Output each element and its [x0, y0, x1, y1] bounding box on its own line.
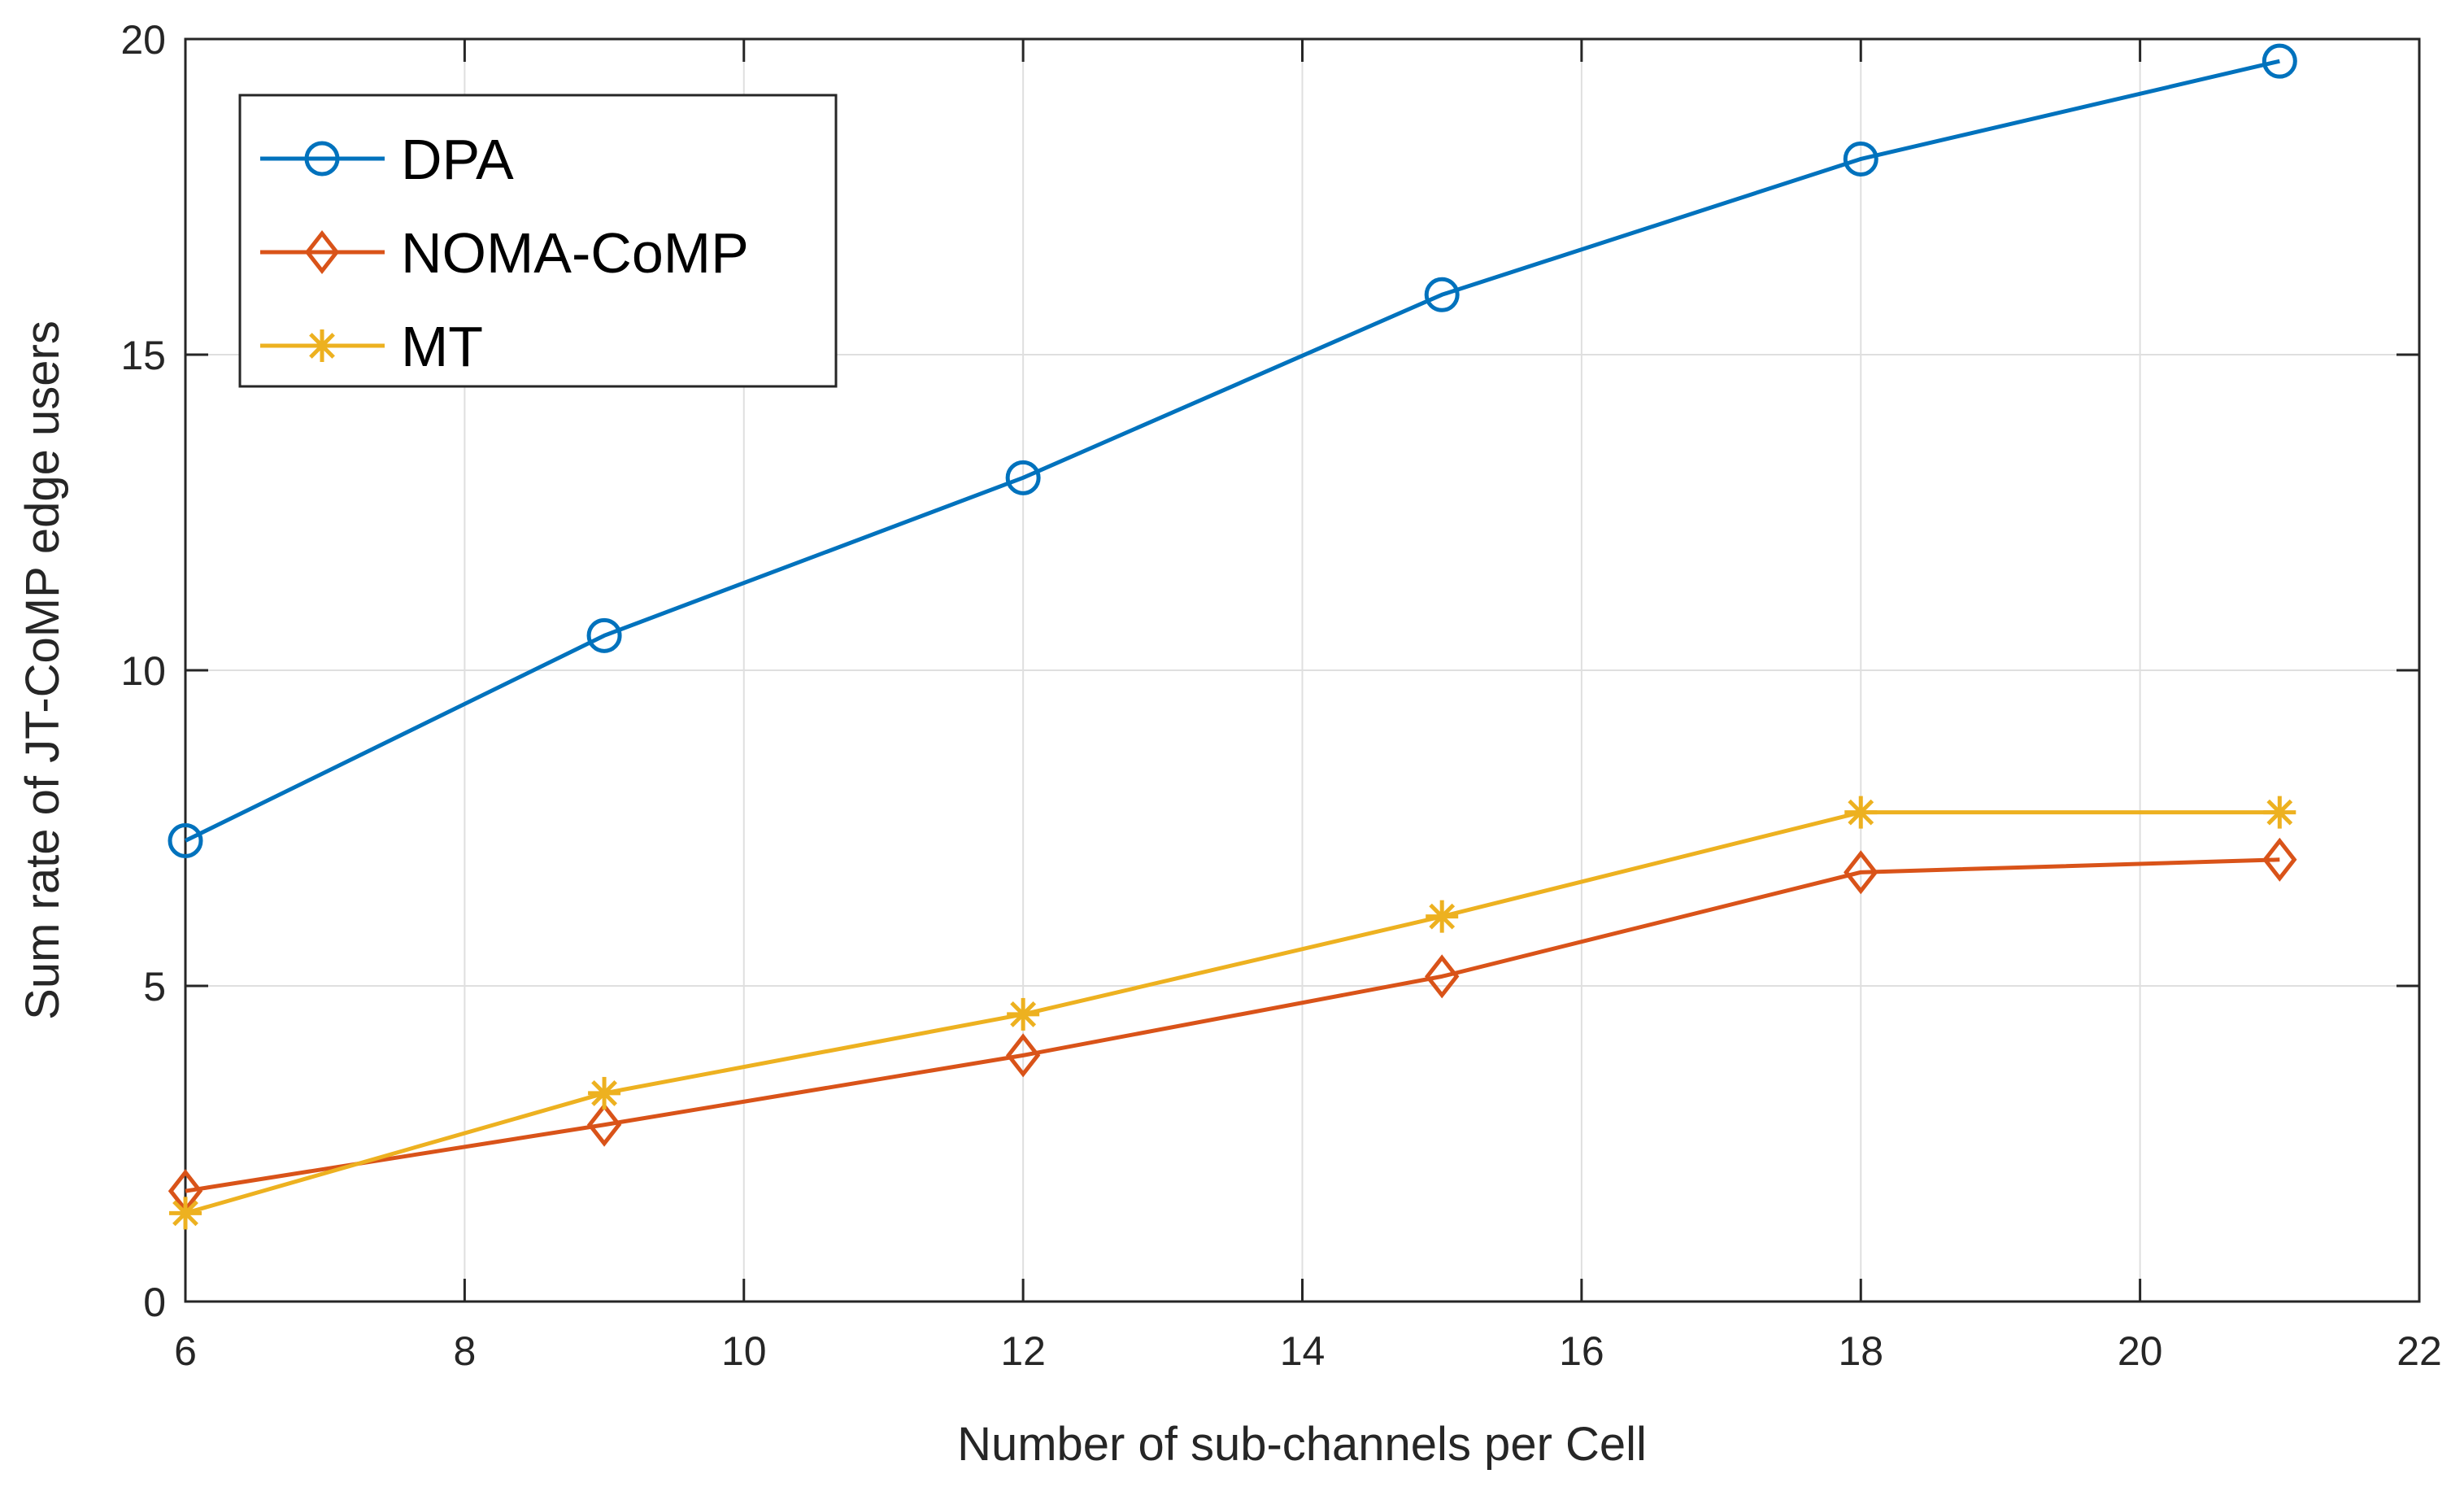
- y-tick-label: 20: [120, 17, 166, 63]
- legend-box: [238, 94, 838, 388]
- data-point-dpa: [1424, 277, 1460, 312]
- legend-label-dpa: DPA: [401, 128, 514, 191]
- asterisk-stroke: [1848, 799, 1874, 826]
- x-tick-label: 6: [174, 1328, 197, 1374]
- x-axis-label: Number of sub-channels per Cell: [957, 1418, 1647, 1471]
- x-tick-label: 22: [2397, 1328, 2442, 1374]
- asterisk-stroke: [591, 1080, 617, 1106]
- y-tick-label: 10: [120, 648, 166, 694]
- y-axis-label: Sum rate of JT-CoMP edge users: [16, 320, 69, 1020]
- data-series: [168, 43, 2297, 1230]
- data-point-noma-comp: [1425, 954, 1460, 999]
- x-tick-label: 16: [1559, 1328, 1604, 1374]
- data-point-noma-comp: [1005, 1033, 1041, 1078]
- data-point-dpa: [2262, 43, 2297, 79]
- series-line-noma-comp: [185, 857, 2280, 1193]
- legend-label-noma-comp: NOMA-CoMP: [401, 221, 749, 285]
- asterisk-stroke: [309, 333, 335, 359]
- legend-marker-dpa: [304, 141, 340, 177]
- asterisk-stroke: [1429, 903, 1456, 930]
- series-noma-comp: [168, 837, 2297, 1214]
- series-dpa: [168, 43, 2297, 859]
- data-point-noma-comp: [1844, 850, 1878, 895]
- y-tick-label: 0: [143, 1280, 166, 1325]
- series-line-mt: [185, 810, 2280, 1215]
- data-point-mt: [1007, 997, 1040, 1031]
- data-point-noma-comp: [586, 1102, 622, 1147]
- legend-marker-noma-comp: [304, 229, 340, 275]
- asterisk-stroke: [172, 1200, 198, 1227]
- data-point-mt: [1426, 900, 1459, 933]
- data-point-dpa: [168, 823, 203, 859]
- x-tick-label: 12: [1000, 1328, 1046, 1374]
- data-point-dpa: [1005, 460, 1041, 495]
- x-tick-label: 18: [1838, 1328, 1883, 1374]
- x-tick-label: 20: [2118, 1328, 2163, 1374]
- x-tick-label: 10: [721, 1328, 767, 1374]
- data-point-dpa: [586, 617, 622, 653]
- y-tick-label: 5: [143, 964, 166, 1009]
- axes: 6 8 10 12 14 16 18 20 22 0 5 10 15 20: [120, 17, 2441, 1374]
- data-point-noma-comp: [2262, 837, 2297, 882]
- data-point-mt: [1844, 796, 1878, 829]
- series-line-dpa: [184, 59, 2280, 843]
- asterisk-stroke: [2266, 799, 2293, 826]
- legend-marker-mt: [306, 329, 338, 362]
- data-point-mt: [2263, 796, 2296, 829]
- y-tick-label: 15: [120, 333, 166, 378]
- data-point-mt: [588, 1076, 621, 1110]
- x-tick-label: 14: [1280, 1328, 1326, 1374]
- legend-label-mt: MT: [401, 315, 483, 378]
- x-tick-label: 8: [453, 1328, 476, 1374]
- legend: DPA NOMA-CoMP MT: [238, 94, 838, 388]
- data-point-mt: [169, 1197, 202, 1230]
- asterisk-stroke: [1010, 1001, 1037, 1027]
- data-point-dpa: [1843, 141, 1878, 177]
- series-mt: [169, 796, 2296, 1230]
